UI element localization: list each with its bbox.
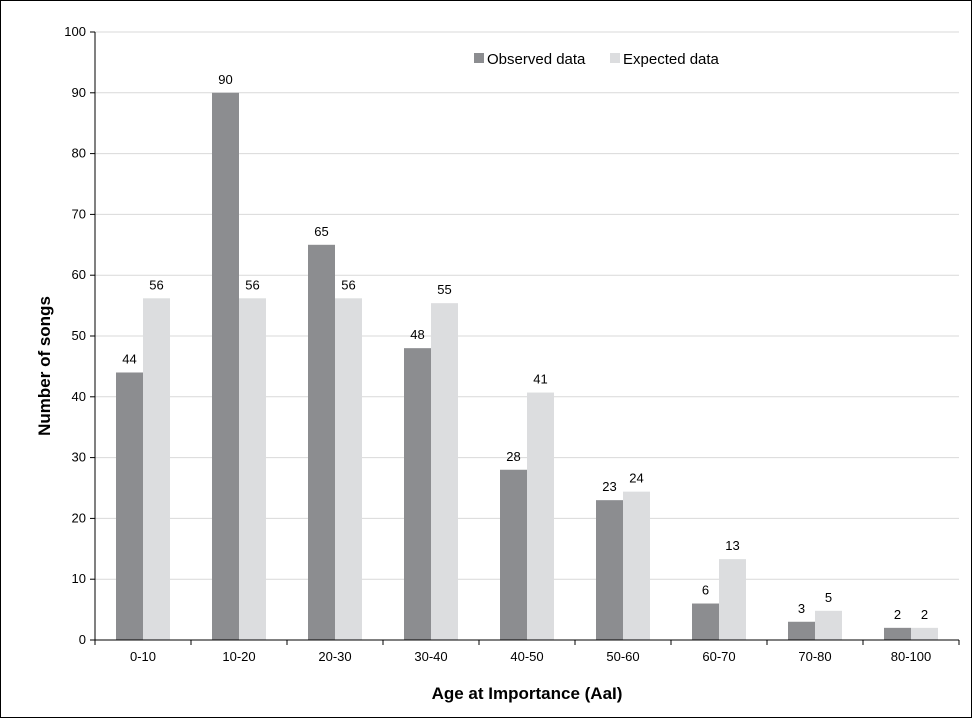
y-tick-label: 50 — [72, 328, 86, 343]
data-label-observed: 3 — [798, 601, 805, 616]
data-label-expected: 5 — [825, 590, 832, 605]
x-tick-label: 40-50 — [510, 649, 543, 664]
bar-observed — [116, 372, 143, 640]
bar-expected — [431, 303, 458, 640]
data-label-observed: 90 — [218, 72, 232, 87]
bar-observed — [404, 348, 431, 640]
data-label-expected: 41 — [533, 372, 547, 387]
data-label-observed: 48 — [410, 327, 424, 342]
y-tick-label: 100 — [64, 24, 86, 39]
legend-label-observed: Observed data — [487, 51, 586, 68]
data-label-expected: 55 — [437, 282, 451, 297]
bar-expected — [143, 298, 170, 640]
data-label-expected: 2 — [921, 607, 928, 622]
bar-observed — [692, 603, 719, 640]
bar-observed — [788, 621, 815, 640]
bar-expected — [911, 627, 938, 640]
x-tick-label: 50-60 — [606, 649, 639, 664]
x-tick-label: 10-20 — [222, 649, 255, 664]
x-tick-label: 30-40 — [414, 649, 447, 664]
legend: Observed data Expected data — [474, 51, 720, 68]
y-tick-label: 90 — [72, 85, 86, 100]
y-tick-label: 0 — [79, 632, 86, 647]
axes — [90, 31, 960, 645]
bar-observed — [596, 500, 623, 640]
bar-expected — [623, 491, 650, 640]
bar-observed — [308, 244, 335, 641]
x-tick-label: 0-10 — [130, 649, 156, 664]
bar-observed — [884, 627, 911, 640]
data-label-observed: 44 — [122, 351, 136, 366]
bar-observed — [500, 469, 527, 640]
legend-label-expected: Expected data — [623, 51, 720, 68]
y-tick-label: 10 — [72, 571, 86, 586]
y-tick-label: 80 — [72, 146, 86, 161]
y-tick-label: 20 — [72, 510, 86, 525]
bar-expected — [719, 559, 746, 640]
x-axis-title: Age at Importance (AaI) — [432, 684, 623, 703]
data-label-observed: 2 — [894, 607, 901, 622]
data-label-expected: 56 — [341, 277, 355, 292]
data-labels: 44 56 90 56 65 56 48 55 28 41 23 24 6 13 3 5 2 2 — [122, 72, 928, 622]
legend-swatch-expected — [610, 53, 620, 63]
tick-labels: 0 10 20 30 40 50 60 70 80 90 100 0-10 10-20 20-30 30-4… — [64, 24, 931, 664]
y-tick-label: 40 — [72, 389, 86, 404]
data-label-expected: 56 — [245, 277, 259, 292]
data-label-expected: 13 — [725, 538, 739, 553]
bar-observed — [212, 92, 239, 641]
data-label-observed: 23 — [602, 479, 616, 494]
y-tick-label: 30 — [72, 450, 86, 465]
data-label-observed: 6 — [702, 583, 709, 598]
legend-swatch-observed — [474, 53, 484, 63]
x-tick-label: 20-30 — [318, 649, 351, 664]
data-label-expected: 24 — [629, 471, 643, 486]
bar-expected — [335, 298, 362, 640]
bars — [116, 92, 938, 641]
y-axis-title: Number of songs — [35, 296, 54, 436]
data-label-expected: 56 — [149, 277, 163, 292]
x-tick-label: 70-80 — [798, 649, 831, 664]
bar-expected — [527, 392, 554, 640]
bar-expected — [815, 610, 842, 640]
data-label-observed: 65 — [314, 224, 328, 239]
bar-expected — [239, 298, 266, 640]
x-tick-label: 80-100 — [891, 649, 931, 664]
data-label-observed: 28 — [506, 449, 520, 464]
y-tick-label: 70 — [72, 206, 86, 221]
x-tick-label: 60-70 — [702, 649, 735, 664]
y-tick-label: 60 — [72, 267, 86, 282]
